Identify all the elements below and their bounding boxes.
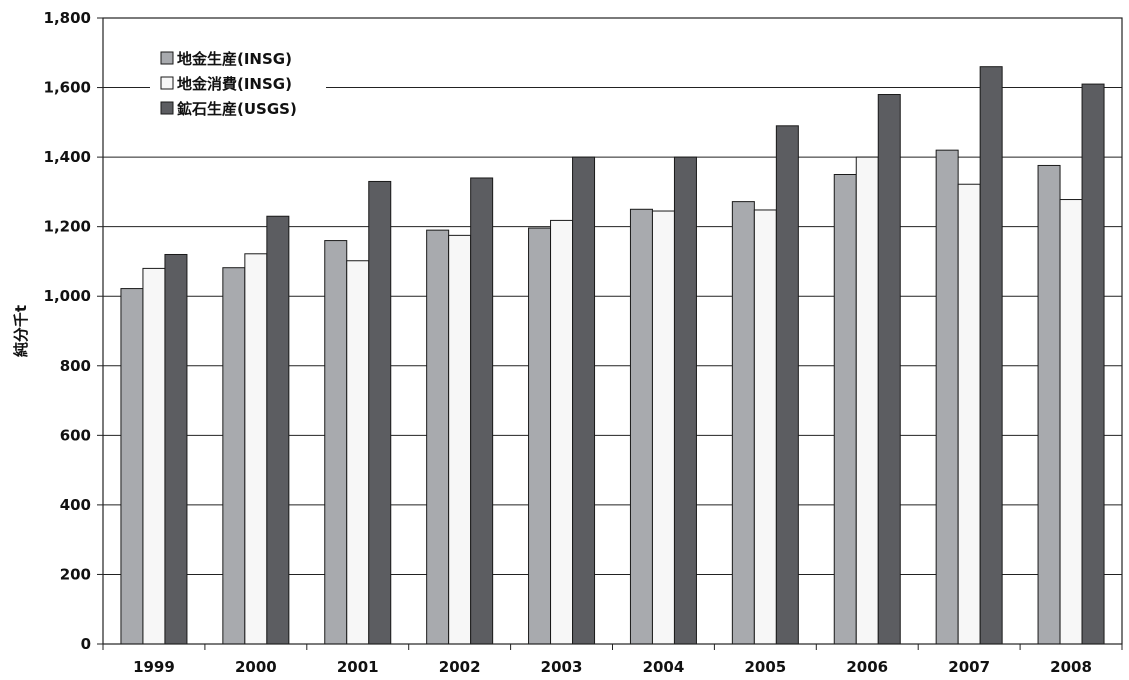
bar-1-1999 <box>120 288 144 645</box>
bar-1-2000 <box>222 267 246 645</box>
x-tick-label: 2003 <box>541 658 583 676</box>
x-tick-label: 2006 <box>846 658 888 676</box>
bar-1-2007 <box>935 149 959 645</box>
bar-3-2000 <box>266 215 290 645</box>
x-tick-label: 2005 <box>744 658 786 676</box>
bar-1-2005 <box>731 201 755 645</box>
bar-3-2001 <box>368 180 392 645</box>
bars <box>120 66 1105 645</box>
x-tick-label: 2001 <box>337 658 379 676</box>
bar-3-2007 <box>979 66 1003 645</box>
bar-1-2008 <box>1037 164 1061 645</box>
y-tick-label: 200 <box>60 565 91 583</box>
x-tick-label: 2004 <box>643 658 685 676</box>
bar-1-2001 <box>324 240 348 645</box>
x-tick-label: 1999 <box>133 658 175 676</box>
x-tick-labels: 1999 2000 2001 2002 2003 2004 2005 2006 2007 2008 <box>133 658 1092 676</box>
bar-2-2003 <box>550 219 574 645</box>
bar-3-1999 <box>164 253 188 645</box>
bar-3-2006 <box>877 94 901 645</box>
bar-1-2002 <box>426 229 450 645</box>
bar-3-2002 <box>470 177 494 645</box>
bar-3-2008 <box>1081 83 1105 645</box>
bar-2-1999 <box>142 267 166 645</box>
axes <box>97 17 1123 650</box>
bar-1-2003 <box>528 227 552 645</box>
legend-label: 地金消費(INSG) <box>177 75 292 93</box>
y-tick-label: 1,400 <box>44 148 91 166</box>
bar-2-2001 <box>346 260 370 645</box>
legend-label: 地金生産(INSG) <box>177 50 292 68</box>
bar-3-2005 <box>775 125 799 645</box>
y-tick-label: 1,600 <box>44 79 91 97</box>
legend-swatch <box>160 101 174 115</box>
bar-1-2004 <box>629 208 653 645</box>
bar-1-2006 <box>833 174 857 645</box>
bar-2-2004 <box>651 210 675 645</box>
y-tick-labels: 0 200 400 600 800 1,000 1,200 1,400 1,600 1,800 <box>44 9 91 653</box>
y-tick-label: 600 <box>60 426 91 444</box>
x-tick-label: 2007 <box>948 658 990 676</box>
bar-2-2000 <box>244 253 268 645</box>
y-tick-label: 1,200 <box>44 218 91 236</box>
bar-3-2003 <box>572 156 596 645</box>
bar-2-2002 <box>448 234 472 645</box>
y-tick-label: 1,000 <box>44 287 91 305</box>
bar-2-2005 <box>753 209 777 645</box>
bar-2-2006 <box>855 156 879 645</box>
y-tick-label: 1,800 <box>44 9 91 27</box>
y-tick-label: 800 <box>60 357 91 375</box>
x-tick-label: 2000 <box>235 658 277 676</box>
x-tick-label: 2008 <box>1050 658 1092 676</box>
x-tick-label: 2002 <box>439 658 481 676</box>
legend-swatch <box>160 51 174 65</box>
y-tick-label: 400 <box>60 496 91 514</box>
legend-swatch <box>160 76 174 90</box>
bar-2-2007 <box>957 183 981 645</box>
y-tick-label: 0 <box>81 635 91 653</box>
y-axis-title: 純分千t <box>12 305 30 357</box>
legend: 地金生産(INSG) 地金消費(INSG) 鉱石生産(USGS) <box>150 44 326 126</box>
legend-background <box>150 44 326 126</box>
bar-3-2004 <box>673 156 697 645</box>
legend-label: 鉱石生産(USGS) <box>177 100 297 118</box>
bar-2-2008 <box>1059 199 1083 645</box>
